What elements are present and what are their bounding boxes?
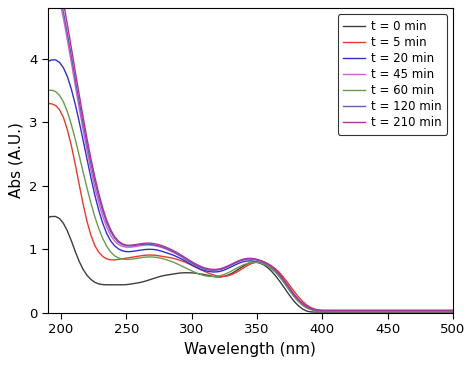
Line: t = 60 min: t = 60 min	[48, 90, 453, 311]
Line: t = 0 min: t = 0 min	[48, 216, 453, 312]
t = 20 min	[245, 259, 251, 263]
t = 60 min	[45, 88, 51, 93]
t = 20 min	[346, 308, 351, 313]
t = 210 min	[450, 308, 456, 312]
t = 20 min	[45, 59, 51, 64]
t = 120 min	[241, 257, 247, 262]
t = 0 min	[304, 309, 310, 313]
t = 120 min	[316, 308, 321, 313]
t = 210 min	[218, 266, 223, 271]
t = 0 min	[319, 310, 325, 314]
t = 5 min	[316, 308, 321, 312]
t = 210 min	[359, 308, 365, 312]
t = 45 min	[241, 257, 247, 262]
t = 5 min	[300, 299, 306, 304]
t = 0 min	[221, 274, 227, 278]
t = 5 min	[450, 309, 456, 314]
t = 120 min	[276, 272, 282, 276]
t = 120 min	[300, 302, 306, 306]
t = 210 min	[241, 257, 247, 261]
t = 0 min	[53, 214, 58, 219]
t = 60 min	[319, 309, 325, 314]
Line: t = 210 min: t = 210 min	[48, 0, 453, 310]
t = 60 min	[359, 309, 365, 314]
t = 20 min	[221, 268, 227, 272]
t = 5 min	[218, 274, 223, 278]
Line: t = 45 min: t = 45 min	[48, 0, 453, 311]
t = 60 min	[221, 272, 227, 277]
t = 45 min	[300, 303, 306, 307]
t = 0 min	[450, 310, 456, 314]
t = 60 min	[49, 88, 55, 92]
Line: t = 5 min: t = 5 min	[48, 103, 453, 311]
t = 210 min	[300, 301, 306, 306]
t = 60 min	[245, 261, 251, 265]
t = 0 min	[280, 284, 286, 288]
t = 120 min	[218, 267, 223, 272]
t = 45 min	[346, 308, 351, 313]
t = 20 min	[372, 308, 377, 313]
Line: t = 120 min: t = 120 min	[48, 0, 453, 311]
t = 20 min	[304, 305, 310, 310]
t = 5 min	[45, 101, 51, 105]
t = 60 min	[450, 309, 456, 314]
t = 20 min	[280, 279, 286, 283]
t = 60 min	[304, 306, 310, 310]
t = 210 min	[316, 308, 321, 312]
t = 5 min	[372, 309, 377, 314]
Legend: t = 0 min, t = 5 min, t = 20 min, t = 45 min, t = 60 min, t = 120 min, t = 210 m: t = 0 min, t = 5 min, t = 20 min, t = 45…	[337, 14, 447, 135]
t = 210 min	[346, 308, 351, 312]
t = 5 min	[241, 265, 247, 270]
t = 45 min	[316, 308, 321, 313]
t = 210 min	[276, 272, 282, 276]
t = 45 min	[359, 308, 365, 313]
t = 60 min	[280, 279, 286, 283]
t = 60 min	[372, 309, 377, 314]
t = 120 min	[450, 308, 456, 313]
t = 45 min	[450, 308, 456, 313]
t = 20 min	[450, 308, 456, 313]
t = 45 min	[218, 267, 223, 272]
t = 120 min	[359, 308, 365, 313]
Y-axis label: Abs (A.U.): Abs (A.U.)	[9, 123, 23, 199]
t = 45 min	[276, 273, 282, 277]
t = 5 min	[346, 309, 351, 314]
t = 20 min	[319, 308, 325, 313]
Line: t = 20 min: t = 20 min	[48, 60, 453, 311]
t = 0 min	[372, 310, 377, 314]
t = 0 min	[45, 215, 51, 219]
X-axis label: Wavelength (nm): Wavelength (nm)	[184, 342, 316, 357]
t = 20 min	[53, 58, 58, 62]
t = 120 min	[346, 308, 351, 313]
t = 5 min	[276, 270, 282, 274]
t = 0 min	[333, 310, 338, 314]
t = 0 min	[245, 261, 251, 266]
